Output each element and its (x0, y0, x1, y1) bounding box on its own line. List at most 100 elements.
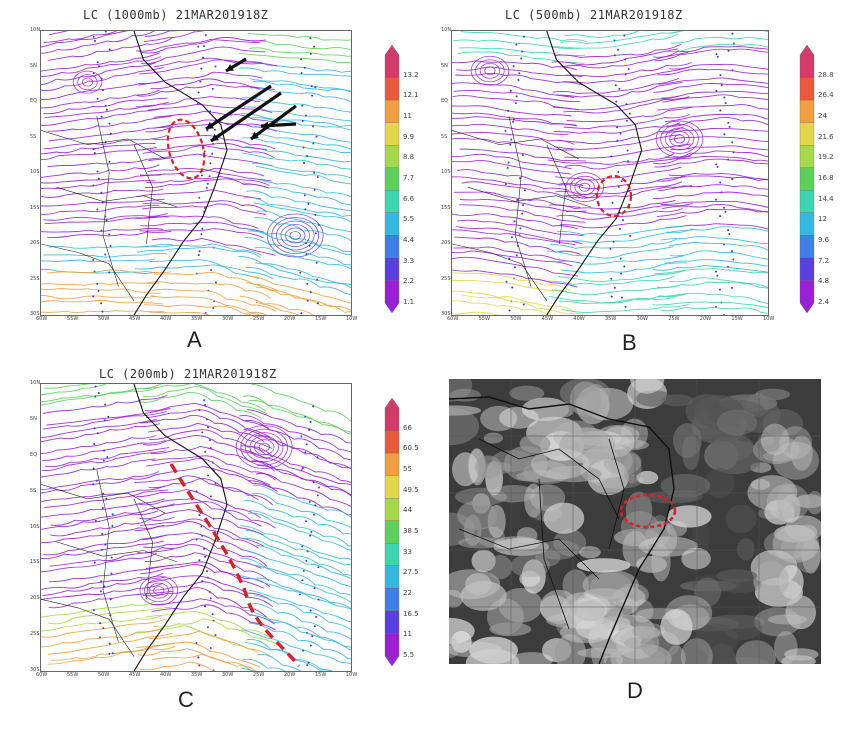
colorbar-tick-label: 22 (403, 589, 412, 597)
longitude-label: 35W (191, 316, 203, 322)
colorbar-tick-label: 28.8 (818, 70, 834, 79)
wind-arrow (205, 84, 272, 131)
wind-arrow (210, 91, 282, 143)
longitude-label: 10W (763, 316, 775, 322)
latitude-label: EQ (30, 98, 38, 104)
longitude-label: 60W (36, 316, 48, 322)
longitude-label: 35W (605, 316, 617, 322)
colorbar-tick-label: 27.5 (403, 568, 419, 577)
latitude-label: 10N (441, 27, 452, 33)
colorbar-tick-label: 16.5 (403, 609, 419, 618)
colorbar-tick-label: 55 (403, 465, 412, 473)
longitude-label: 50W (98, 672, 110, 678)
colorbar-tick-label: 66 (403, 423, 412, 432)
latitude-label: 20S (441, 240, 451, 246)
longitude-label: 30W (222, 316, 234, 322)
latitude-label: 5N (30, 62, 37, 69)
latitude-label: 20S (30, 240, 40, 246)
colorbar-tick-label: 33 (403, 547, 412, 556)
longitude-label: 35W (191, 672, 203, 678)
panel-c-letter: C (178, 687, 194, 712)
highlight-ellipse (166, 118, 206, 180)
latitude-label: EQ (30, 451, 38, 458)
longitude-label: 50W (98, 316, 110, 322)
longitude-label: 30W (222, 672, 234, 678)
colorbar-tick-label: 2.2 (403, 277, 415, 286)
longitude-label: 10W (346, 672, 358, 678)
colorbar-tick-label: 12.1 (403, 91, 419, 100)
longitude-label: 25W (253, 672, 265, 678)
longitude-label: 45W (129, 316, 141, 322)
longitude-label: 45W (541, 316, 554, 322)
colorbar-tick-label: 26.4 (818, 91, 834, 100)
latitude-label: 30S (30, 311, 40, 317)
colorbar-a (384, 44, 400, 314)
longitude-label: 45W (129, 672, 141, 678)
colorbar-tick-label: 60.5 (403, 444, 419, 453)
latitude-label: 5S (30, 133, 37, 140)
colorbar-tick-label: 11 (403, 630, 412, 639)
longitude-label: 20W (284, 316, 296, 322)
colorbar-tick-label: 5.5 (403, 651, 415, 659)
colorbar-tick-label: 7.2 (818, 256, 830, 265)
latitude-label: 5N (30, 415, 37, 422)
longitude-label: 40W (160, 672, 172, 678)
latitude-label: 25S (30, 275, 40, 282)
longitude-label: 25W (668, 316, 680, 322)
longitude-label: 40W (573, 316, 585, 322)
longitude-label: 15W (731, 316, 743, 322)
panel-c-title: LC (200mb) 21MAR201918Z (99, 367, 277, 381)
latitude-label: 10N (30, 380, 41, 386)
colorbar-tick-label: 7.7 (403, 174, 415, 182)
panel-a-letter: A (187, 327, 202, 352)
colorbar-tick-label: 4.4 (403, 236, 415, 244)
colorbar-tick-label: 6.6 (403, 194, 415, 203)
longitude-label: 15W (315, 672, 327, 678)
colorbar-b (799, 44, 815, 314)
panel-d-letter: D (627, 678, 643, 703)
longitude-label: 60W (447, 316, 459, 322)
longitude-label: 10W (346, 316, 358, 322)
longitude-label: 50W (510, 316, 522, 322)
longitude-label: 15W (315, 316, 327, 322)
longitude-label: 55W (67, 672, 79, 678)
latitude-label: 10S (30, 523, 40, 530)
panel-b-letter: B (622, 330, 637, 355)
latitude-label: 30S (30, 667, 40, 673)
latitude-label: 10S (441, 169, 451, 175)
longitude-label: 55W (478, 316, 490, 322)
colorbar-tick-label: 13.2 (403, 70, 419, 79)
colorbar-tick-label: 14.4 (818, 194, 834, 203)
highlight-ellipse (595, 174, 633, 218)
colorbar-tick-label: 5.5 (403, 215, 415, 224)
longitude-label: 30W (636, 316, 648, 322)
coastline (449, 396, 675, 664)
latitude-label: 15S (441, 204, 451, 211)
colorbar-tick-label: 12 (818, 215, 827, 224)
colorbar-tick-label: 3.3 (403, 256, 415, 265)
colorbar-tick-label: 16.8 (818, 174, 834, 182)
satellite-image-d (449, 379, 821, 664)
longitude-label: 60W (36, 672, 48, 678)
colorbar-tick-label: 19.2 (818, 153, 834, 162)
colorbar-tick-label: 21.6 (818, 132, 834, 141)
colorbar-tick-label: 11 (403, 112, 412, 120)
colorbar-c (384, 397, 400, 667)
latitude-label: 5N (441, 62, 448, 69)
latitude-label: 20S (30, 595, 40, 602)
streamline-map-a (40, 30, 352, 316)
colorbar-tick-label: 1.1 (403, 298, 415, 306)
latitude-label: 25S (30, 631, 40, 638)
panel-b-title: LC (500mb) 21MAR201918Z (505, 8, 683, 22)
latitude-label: 5S (30, 487, 37, 494)
latitude-label: 25S (441, 275, 451, 282)
latitude-label: EQ (441, 98, 449, 104)
longitude-label: 25W (253, 316, 265, 322)
colorbar-tick-label: 49.5 (403, 485, 419, 494)
wind-arrow (250, 104, 297, 141)
latitude-label: 5S (441, 133, 448, 140)
colorbar-tick-label: 38.5 (403, 527, 419, 535)
colorbar-tick-label: 2.4 (818, 298, 830, 306)
latitude-label: 10S (30, 169, 40, 175)
latitude-label: 15S (30, 559, 40, 566)
